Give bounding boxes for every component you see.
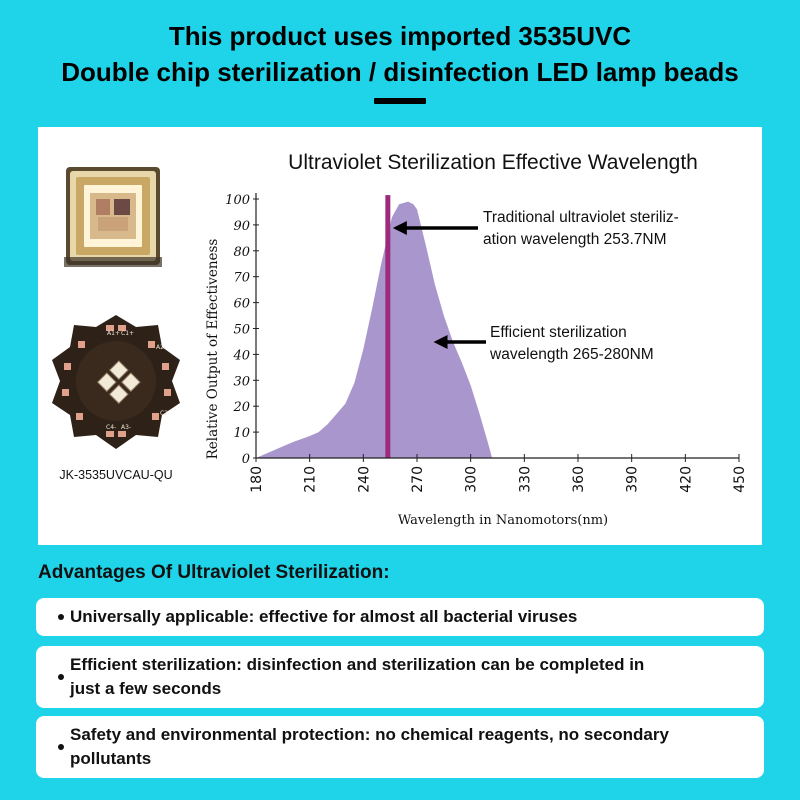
- pad-label: A3-: [121, 424, 131, 431]
- page-header: This product uses imported 3535UVC Doubl…: [0, 18, 800, 104]
- advantage-text: pollutants: [70, 747, 669, 771]
- panel-svg: A1+ C1+ A2- C2- C4- A3- JK-3535UVCAU-QU …: [38, 127, 762, 545]
- x-tick-label: 420: [678, 466, 694, 493]
- y-tick-label: 80: [233, 245, 250, 260]
- advantage-text: Safety and environmental protection: no …: [70, 723, 669, 747]
- header-line-1: This product uses imported 3535UVC: [0, 18, 800, 54]
- y-tick-label: 90: [233, 219, 250, 234]
- y-tick-label: 60: [233, 297, 250, 312]
- pad-label: C1+: [121, 330, 134, 337]
- x-axis-label: Wavelength in Nanomotors(nm): [398, 513, 608, 528]
- advantage-item: Efficient sterilization: disinfection an…: [36, 646, 764, 708]
- x-tick-label: 240: [356, 466, 372, 493]
- advantage-text: just a few seconds: [70, 677, 644, 701]
- product-model-label: JK-3535UVCAU-QU: [59, 468, 172, 482]
- x-tick-label: 360: [571, 466, 587, 493]
- y-tick-label: 70: [233, 271, 250, 286]
- y-axis-label: Relative Output of Effectiveness: [205, 239, 221, 460]
- bullet-icon: [58, 744, 64, 750]
- x-tick-label: 450: [732, 466, 748, 493]
- x-tick-label: 210: [303, 466, 319, 493]
- pad-label: A2-: [156, 344, 166, 351]
- y-tick-label: 20: [232, 400, 250, 415]
- wavelength-marker-bar: [385, 195, 390, 458]
- x-tick-label: 300: [464, 466, 480, 493]
- annotation-traditional-line2: ation wavelength 253.7NM: [483, 231, 667, 248]
- x-tick-label: 330: [517, 466, 533, 493]
- annotation-efficient-line1: Efficient sterilization: [490, 324, 627, 341]
- pad-label: C4-: [106, 424, 116, 431]
- advantage-text: Efficient sterilization: disinfection an…: [70, 653, 644, 677]
- pad-label: A1+: [107, 330, 120, 337]
- chart-title: Ultraviolet Sterilization Effective Wave…: [288, 151, 698, 174]
- y-tick-label: 0: [242, 452, 250, 467]
- header-line-2: Double chip sterilization / disinfection…: [0, 54, 800, 90]
- advantage-text: Universally applicable: effective for al…: [70, 605, 577, 629]
- led-star-board-image: A1+ C1+ A2- C2- C4- A3-: [52, 315, 180, 449]
- advantages-title: Advantages Of Ultraviolet Sterilization:: [38, 562, 390, 584]
- led-chip-image: [64, 167, 162, 267]
- bullet-icon: [58, 674, 64, 680]
- x-tick-label: 270: [410, 466, 426, 493]
- y-tick-label: 100: [225, 193, 250, 208]
- x-tick-label: 390: [625, 466, 641, 493]
- advantage-item: Universally applicable: effective for al…: [36, 598, 764, 636]
- advantage-item: Safety and environmental protection: no …: [36, 716, 764, 778]
- chart-panel: A1+ C1+ A2- C2- C4- A3- JK-3535UVCAU-QU …: [38, 127, 762, 545]
- header-underline: [374, 98, 426, 104]
- y-tick-label: 30: [233, 374, 250, 389]
- annotation-traditional-line1: Traditional ultraviolet steriliz-: [483, 209, 679, 226]
- y-tick-label: 50: [233, 323, 250, 338]
- pad-label: C2-: [160, 410, 170, 417]
- y-tick-label: 10: [233, 426, 250, 441]
- series-area: [256, 202, 492, 458]
- y-tick-label: 40: [232, 348, 250, 363]
- annotation-efficient-line2: wavelength 265-280NM: [489, 346, 654, 363]
- bullet-icon: [58, 614, 64, 620]
- x-tick-label: 180: [249, 466, 265, 493]
